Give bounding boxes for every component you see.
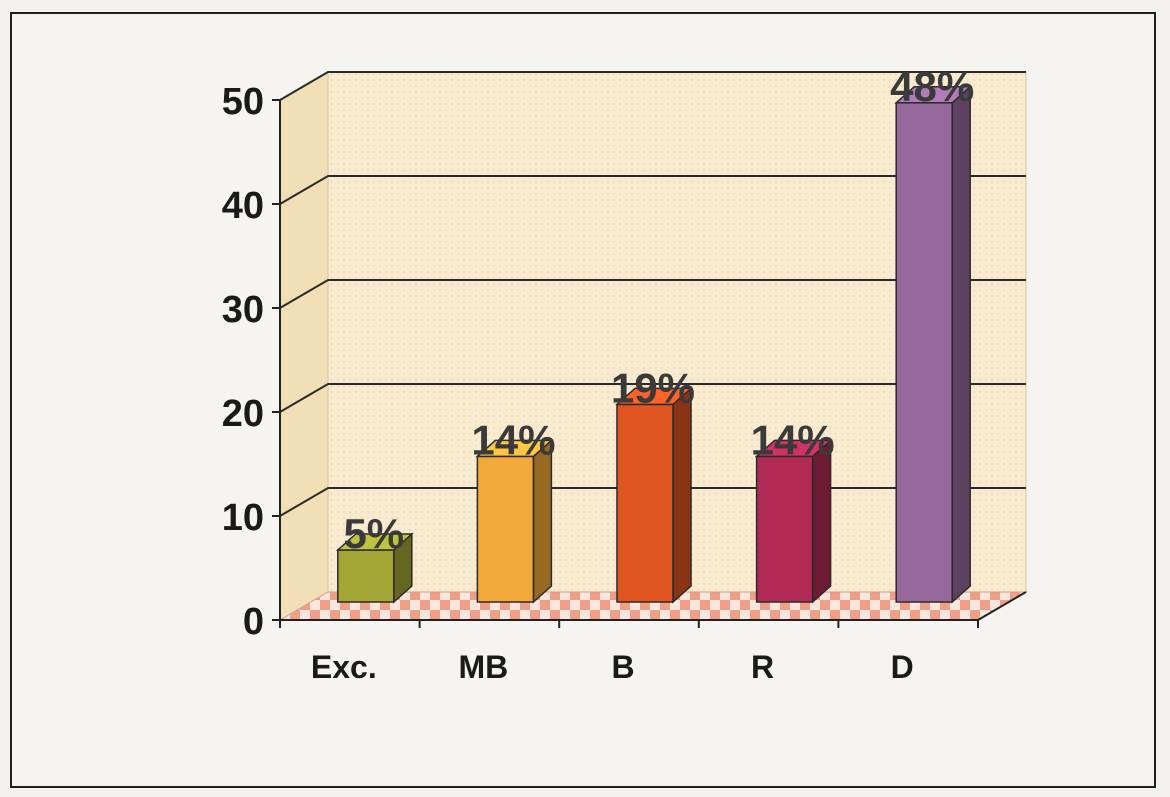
bar-top <box>475 439 554 458</box>
data-label: 48% <box>890 63 974 110</box>
data-label: 14% <box>471 416 555 463</box>
data-label: 5% <box>343 510 404 557</box>
gridline <box>279 175 1026 205</box>
bar-front <box>337 549 395 603</box>
y-tick-label: 10 <box>222 497 264 539</box>
bar-top <box>335 533 414 551</box>
gridline <box>279 279 1026 309</box>
bar-top <box>894 86 973 104</box>
x-tick-label: MB <box>459 649 509 685</box>
bar-front <box>616 403 674 603</box>
bar-d <box>894 85 973 604</box>
bar-front <box>476 455 535 603</box>
bar-front <box>755 455 814 603</box>
bar-top <box>615 387 693 406</box>
bar-side <box>672 386 692 604</box>
bar-top <box>754 439 833 458</box>
x-tick-labels: Exc. MB B R D <box>311 649 914 685</box>
y-tick-label: 30 <box>222 289 264 331</box>
bar-r <box>754 438 833 604</box>
x-tick-label: D <box>891 649 914 685</box>
gridlines <box>279 71 1026 517</box>
y-tick-label: 40 <box>222 185 264 227</box>
x-tick-label: Exc. <box>311 649 377 685</box>
bar-side <box>951 85 971 604</box>
y-tick-label: 50 <box>222 81 264 123</box>
bar-b <box>615 386 693 604</box>
data-labels: 5% 14% 19% 14% 48% <box>343 63 974 557</box>
data-label: 14% <box>751 416 835 463</box>
x-tick-label: R <box>751 649 774 685</box>
gridline <box>279 383 1026 413</box>
bar-side <box>532 438 553 604</box>
x-axis-depth-line <box>977 591 1027 621</box>
data-label: 19% <box>611 364 695 411</box>
bar-mb <box>475 438 554 604</box>
bar-exc <box>335 532 414 604</box>
side-wall <box>279 71 329 621</box>
axes <box>272 99 1027 628</box>
y-tick-labels: 0 10 20 30 40 50 <box>222 81 264 643</box>
y-tick-label: 20 <box>222 393 264 435</box>
y-tick-label: 0 <box>243 601 264 643</box>
x-tick-label: B <box>611 649 634 685</box>
bar-side <box>811 438 832 604</box>
bars <box>335 85 973 604</box>
gridline <box>279 71 1026 101</box>
bar-front <box>895 102 953 603</box>
